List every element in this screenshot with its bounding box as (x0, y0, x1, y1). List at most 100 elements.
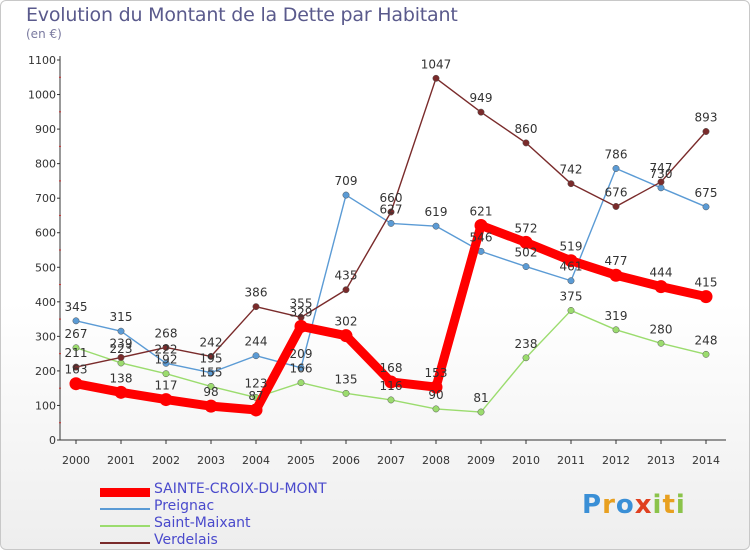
data-point-verdelais (522, 139, 530, 147)
data-point-verdelais (477, 108, 485, 116)
data-label-saint-maixant: 238 (515, 337, 538, 351)
data-point-preignac (702, 203, 710, 211)
data-point-sainte-croix-du-mont (159, 393, 173, 407)
y-tick-label: 0 (49, 434, 56, 447)
x-tick-label: 2000 (62, 454, 90, 467)
data-label-sainte-croix-du-mont: 477 (605, 254, 628, 268)
data-label-saint-maixant: 81 (473, 391, 488, 405)
data-label-saint-maixant: 375 (560, 289, 583, 303)
logo-letter: r (602, 490, 616, 520)
data-point-sainte-croix-du-mont (204, 399, 218, 413)
legend-swatch (100, 508, 150, 510)
data-point-verdelais (657, 178, 665, 186)
data-point-saint-maixant (477, 408, 485, 416)
data-label-sainte-croix-du-mont: 98 (203, 385, 218, 399)
data-point-saint-maixant (207, 383, 215, 390)
data-label-saint-maixant: 90 (428, 388, 443, 402)
data-point-preignac (297, 364, 305, 372)
data-label-verdelais: 660 (380, 191, 403, 205)
y-tick-label: 400 (35, 296, 56, 309)
data-point-verdelais (387, 208, 395, 216)
data-label-preignac: 786 (605, 147, 628, 161)
data-point-saint-maixant (387, 396, 395, 404)
data-point-sainte-croix-du-mont (249, 403, 263, 417)
data-point-verdelais (162, 343, 170, 351)
data-label-verdelais: 435 (335, 269, 358, 283)
y-tick-label: 600 (35, 227, 56, 240)
logo-letter: i (652, 490, 663, 520)
data-label-saint-maixant: 155 (200, 365, 223, 379)
data-label-preignac: 209 (290, 347, 313, 361)
chart-subtitle: (en €) (26, 27, 62, 41)
data-label-verdelais: 239 (110, 336, 133, 350)
logo-letter: o (615, 490, 635, 520)
data-label-sainte-croix-du-mont: 519 (560, 240, 583, 254)
data-label-sainte-croix-du-mont: 163 (65, 363, 88, 377)
data-label-sainte-croix-du-mont: 415 (695, 276, 718, 290)
data-label-saint-maixant: 116 (380, 379, 403, 393)
data-label-verdelais: 211 (65, 346, 88, 360)
data-label-sainte-croix-du-mont: 444 (650, 266, 673, 280)
data-point-preignac (117, 327, 125, 335)
proxiti-logo: Proxiti (582, 490, 686, 520)
data-label-sainte-croix-du-mont: 621 (470, 204, 493, 218)
y-tick-label: 500 (35, 261, 56, 274)
data-label-verdelais: 355 (290, 296, 313, 310)
data-label-sainte-croix-du-mont: 329 (290, 305, 313, 319)
data-point-verdelais (702, 128, 710, 135)
x-tick-label: 2008 (422, 454, 450, 467)
legend-swatch (100, 542, 150, 544)
data-point-verdelais (207, 352, 215, 360)
data-point-preignac (432, 222, 440, 230)
data-point-saint-maixant (297, 379, 305, 387)
data-label-preignac: 730 (650, 167, 673, 181)
data-point-sainte-croix-du-mont (474, 218, 488, 232)
data-label-sainte-croix-du-mont: 117 (155, 379, 178, 393)
logo-letter: P (582, 490, 603, 520)
data-label-saint-maixant: 123 (245, 377, 268, 391)
data-point-sainte-croix-du-mont (339, 329, 353, 343)
data-label-verdelais: 742 (560, 163, 583, 177)
data-label-preignac: 619 (425, 205, 448, 219)
x-tick-label: 2002 (152, 454, 180, 467)
data-label-saint-maixant: 248 (695, 333, 718, 347)
data-point-verdelais (342, 286, 350, 294)
data-label-sainte-croix-du-mont: 87 (248, 389, 263, 403)
data-label-sainte-croix-du-mont: 302 (335, 315, 358, 329)
y-tick-label: 900 (35, 123, 56, 136)
y-tick-label: 200 (35, 365, 56, 378)
x-tick-label: 2007 (377, 454, 405, 467)
data-point-saint-maixant (522, 354, 530, 362)
data-point-saint-maixant (612, 326, 620, 334)
data-label-preignac: 195 (200, 352, 223, 366)
data-point-preignac (387, 219, 395, 227)
data-label-saint-maixant: 166 (290, 362, 313, 376)
data-point-sainte-croix-du-mont (294, 319, 308, 333)
legend-label: Saint-Maixant (154, 515, 251, 531)
x-tick-label: 2001 (107, 454, 135, 467)
legend-swatch (100, 525, 150, 527)
data-point-preignac (252, 352, 260, 360)
data-label-saint-maixant: 135 (335, 372, 358, 386)
logo-letter: t (662, 490, 676, 520)
data-point-preignac (162, 359, 170, 367)
data-label-verdelais: 268 (155, 326, 178, 340)
data-point-sainte-croix-du-mont (519, 235, 533, 249)
data-label-preignac: 244 (245, 335, 268, 349)
x-tick-label: 2012 (602, 454, 630, 467)
data-label-sainte-croix-du-mont: 572 (515, 221, 538, 235)
data-label-preignac: 315 (110, 310, 133, 324)
data-label-sainte-croix-du-mont: 138 (110, 371, 133, 385)
data-label-preignac: 709 (335, 174, 358, 188)
data-point-saint-maixant (567, 307, 575, 314)
y-tick-label: 1000 (28, 89, 56, 102)
x-tick-label: 2014 (692, 454, 720, 467)
data-point-saint-maixant (657, 339, 665, 347)
data-point-verdelais (117, 353, 125, 361)
data-point-preignac (72, 317, 80, 325)
data-label-verdelais: 242 (200, 335, 223, 349)
data-point-sainte-croix-du-mont (699, 290, 713, 304)
data-point-preignac (567, 277, 575, 285)
